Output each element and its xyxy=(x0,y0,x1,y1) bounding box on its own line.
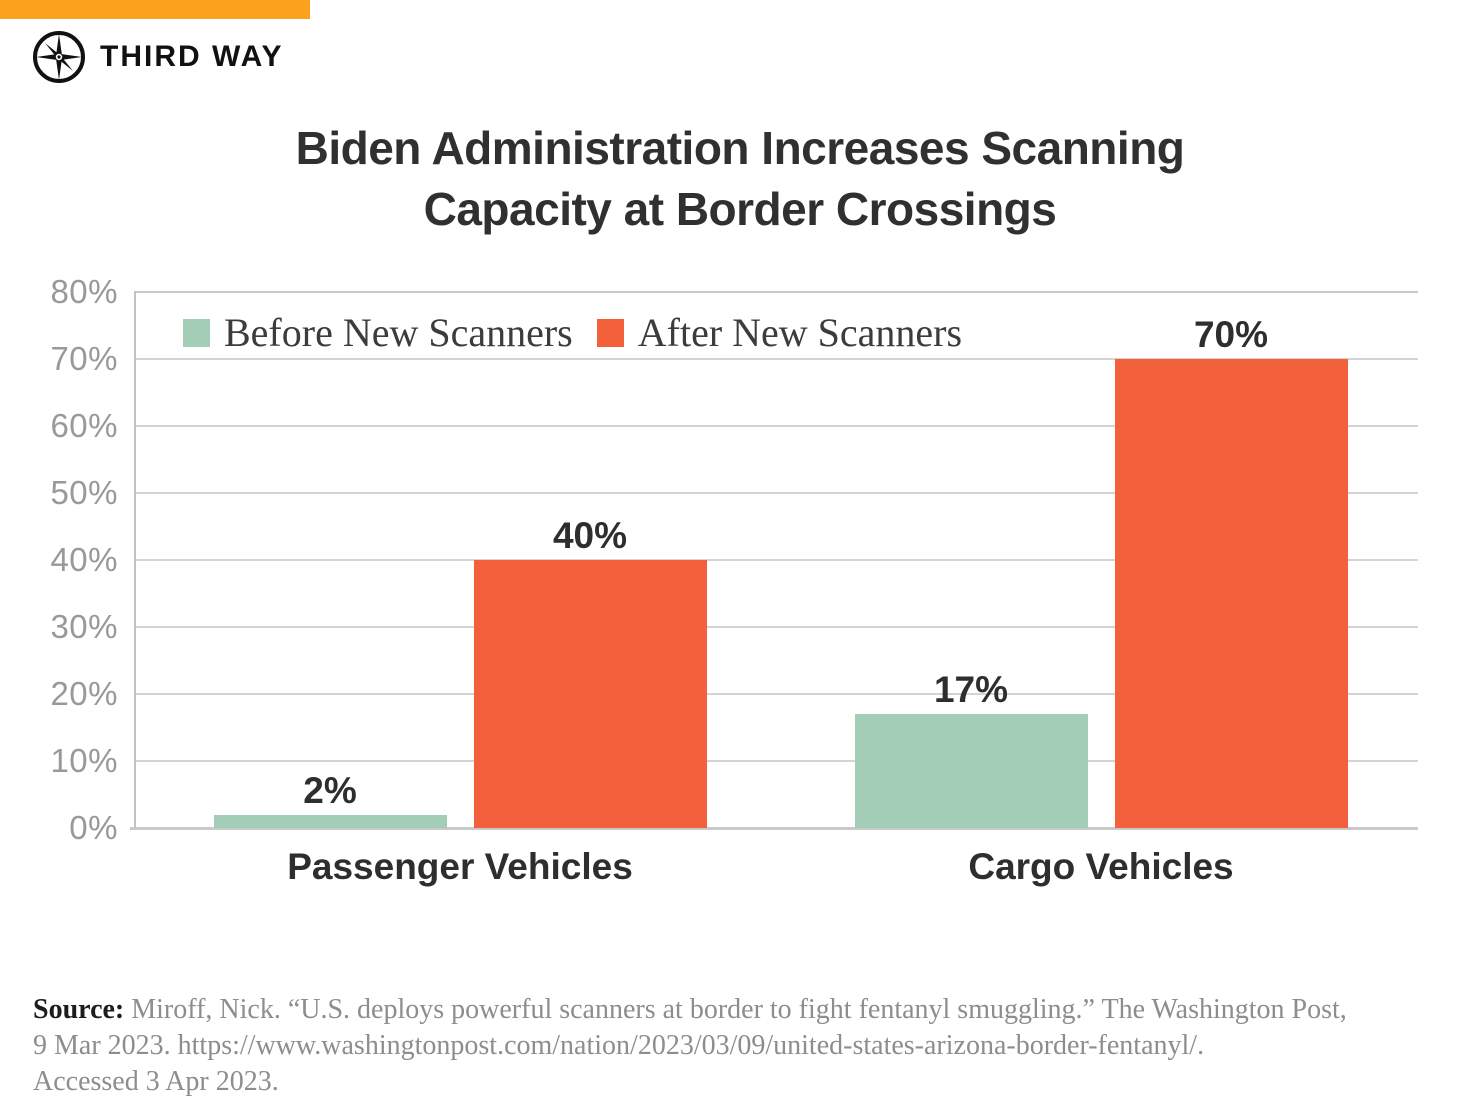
compass-icon xyxy=(32,30,86,84)
source-note: Source: Miroff, Nick. “U.S. deploys powe… xyxy=(33,992,1463,1100)
chart-title-line1: Biden Administration Increases Scanning xyxy=(295,122,1185,174)
y-axis-tick-label: 20% xyxy=(50,675,118,712)
legend-label: Before New Scanners xyxy=(224,310,573,355)
y-axis-tick-label: 70% xyxy=(50,340,118,377)
bar-after-cargo xyxy=(1114,359,1348,828)
category-label-passenger: Passenger Vehicles xyxy=(287,846,633,887)
source-line: 9 Mar 2023. https://www.washingtonpost.c… xyxy=(33,1030,1205,1061)
brand-name: THIRD WAY xyxy=(100,40,284,73)
gridline xyxy=(135,693,1418,695)
category-label-cargo: Cargo Vehicles xyxy=(968,846,1234,887)
gridline-80 xyxy=(135,291,1418,293)
source-line: Source: Miroff, Nick. “U.S. deploys powe… xyxy=(33,994,1347,1025)
bar-before-cargo xyxy=(854,714,1088,828)
legend-item: Before New Scanners xyxy=(183,309,573,356)
y-axis-tick-label: 0% xyxy=(69,809,118,846)
y-axis-tick-label: 10% xyxy=(50,742,118,779)
gridline xyxy=(135,425,1418,427)
y-axis-tick-label: 30% xyxy=(50,608,118,645)
gridline xyxy=(135,358,1418,360)
brand-logo: THIRD WAY xyxy=(32,30,284,84)
legend-swatch xyxy=(596,318,624,347)
y-axis-line xyxy=(134,291,136,829)
source-label: Source: xyxy=(33,994,125,1025)
chart-title: Biden Administration Increases Scanning … xyxy=(0,118,1480,240)
gridline xyxy=(135,559,1418,561)
gridline xyxy=(135,492,1418,494)
value-label-before-passenger: 2% xyxy=(303,769,357,811)
y-axis-tick-label: 50% xyxy=(50,474,118,511)
legend-item: After New Scanners xyxy=(596,309,963,356)
bar-after-passenger xyxy=(473,560,707,828)
gridline xyxy=(135,760,1418,762)
value-label-after-passenger: 40% xyxy=(552,515,628,556)
bar-before-passenger xyxy=(213,814,447,828)
x-axis-line xyxy=(130,827,1418,830)
top-accent-banner xyxy=(0,0,310,19)
value-label-after-cargo: 70% xyxy=(1193,314,1269,355)
gridline xyxy=(135,626,1418,628)
source-line: Accessed 3 Apr 2023. xyxy=(33,1066,279,1097)
chart-title-line2: Capacity at Border Crossings xyxy=(423,183,1057,235)
legend-swatch xyxy=(183,318,210,347)
y-axis-tick-label: 40% xyxy=(50,541,118,578)
y-axis-tick-label: 60% xyxy=(50,407,118,444)
legend-label: After New Scanners xyxy=(637,310,963,355)
value-label-before-cargo: 17% xyxy=(933,669,1009,711)
y-axis-tick-label: 80% xyxy=(50,273,118,310)
chart-legend: Before New Scanners After New Scanners xyxy=(183,309,962,356)
